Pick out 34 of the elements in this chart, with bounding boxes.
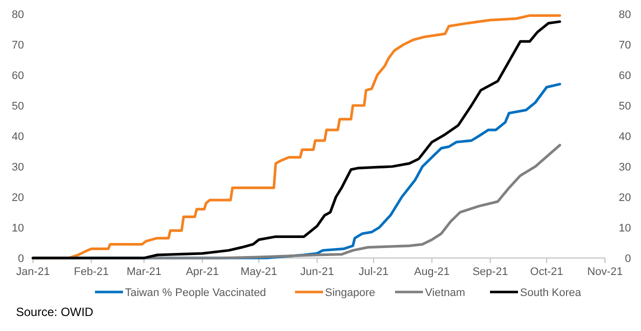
y-tick-label: 20 xyxy=(12,192,24,204)
y2-tick-label: 50 xyxy=(618,100,631,112)
y2-tick-label: 40 xyxy=(618,131,631,143)
y2-tick-label: 60 xyxy=(618,70,631,82)
y-tick-label: 80 xyxy=(12,9,24,21)
y2-tick-label: 70 xyxy=(618,40,631,52)
legend-label: Taiwan % People Vaccinated xyxy=(125,287,266,299)
y-tick-label: 40 xyxy=(12,131,24,143)
x-tick-label: Nov-21 xyxy=(587,266,623,278)
source-note: Source: OWID xyxy=(16,305,94,319)
y-tick-label: 0 xyxy=(18,253,24,265)
x-tick-label: Jan-21 xyxy=(16,266,50,278)
y-tick-label: 30 xyxy=(12,162,24,174)
x-tick-label: Jun-21 xyxy=(300,266,334,278)
y2-tick-label: 80 xyxy=(618,9,631,21)
x-tick-label: Oct-21 xyxy=(530,266,564,278)
x-tick-label: Mar-21 xyxy=(126,266,162,278)
y2-tick-label: 30 xyxy=(618,162,631,174)
y2-tick-label: 0 xyxy=(624,253,631,265)
x-tick-label: Feb-21 xyxy=(74,266,109,278)
y-tick-label: 60 xyxy=(12,70,24,82)
x-tick-label: Apr-21 xyxy=(186,266,219,278)
y-tick-label: 70 xyxy=(12,40,24,52)
x-tick-label: Jul-21 xyxy=(358,266,389,278)
x-tick-label: Sep-21 xyxy=(472,266,508,278)
y-tick-label: 50 xyxy=(12,100,24,112)
y2-tick-label: 10 xyxy=(618,222,631,234)
y2-tick-label: 20 xyxy=(618,192,631,204)
legend-label: Singapore xyxy=(325,287,376,299)
x-tick-label: May-21 xyxy=(240,266,278,278)
x-tick-label: Aug-21 xyxy=(414,266,450,278)
legend-label: Vietnam xyxy=(425,287,466,299)
y-tick-label: 10 xyxy=(12,222,24,234)
legend-label: South Korea xyxy=(520,287,582,299)
